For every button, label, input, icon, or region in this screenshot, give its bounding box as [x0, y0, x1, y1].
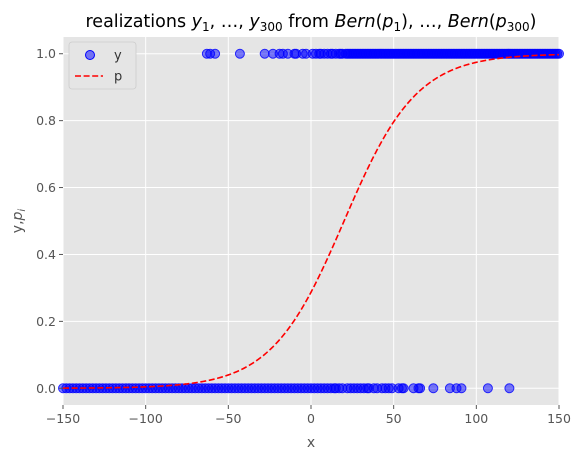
point-y1-3 — [234, 48, 245, 59]
title-p1-open: ( — [376, 12, 383, 32]
x-tick-label-2: −50 — [215, 411, 241, 426]
y-tick-label-3: 0.6 — [36, 180, 56, 195]
title-y-last: y — [248, 12, 260, 32]
title-p2-sub: 300 — [507, 20, 530, 34]
title-mid: from — [283, 12, 335, 32]
title-y-first: y — [191, 12, 203, 32]
x-tick-label-0: −150 — [46, 411, 80, 426]
point-y0-106 — [428, 383, 439, 394]
y-axis-label-part2: p — [10, 211, 26, 221]
legend: y p — [68, 41, 137, 90]
point-y0-110 — [482, 383, 493, 394]
y-axis-label-sub: i — [17, 209, 28, 212]
y-tick-label-2: 0.4 — [36, 247, 56, 262]
x-tick-label-4: 50 — [386, 411, 402, 426]
x-tick-label-5: 100 — [464, 411, 488, 426]
point-y0-109 — [456, 383, 467, 394]
y-tick-label-5: 1.0 — [36, 46, 56, 61]
title-bern1: Bern — [335, 12, 376, 32]
y-ticks: 0.0 0.2 0.4 0.6 0.8 1.0 — [36, 46, 63, 396]
y-tick-label-0: 0.0 — [36, 381, 56, 396]
title-p2: p — [495, 12, 507, 32]
title-p1: p — [381, 12, 393, 32]
title-p1-close: ) — [401, 12, 408, 32]
legend-label-y: y — [114, 49, 122, 64]
x-tick-label-6: 150 — [547, 411, 571, 426]
point-y0-111 — [504, 383, 515, 394]
chart-title: realizations y1, …, y300 from Bern(p1), … — [86, 12, 537, 34]
title-prefix: realizations — [86, 12, 192, 32]
points-y0 — [58, 383, 515, 394]
point-y0-105 — [415, 383, 426, 394]
point-y1-154 — [554, 48, 564, 59]
title-sep1: , …, — [210, 12, 250, 32]
curve-p — [62, 53, 560, 389]
point-y1-2 — [210, 48, 221, 59]
y-axis-label-part1: y, — [10, 220, 26, 233]
title-p2-open: ( — [489, 12, 496, 32]
title-y-last-sub: 300 — [260, 20, 283, 34]
title-p1-sub: 1 — [394, 20, 402, 34]
title-sep2: , …, — [408, 12, 448, 32]
legend-box — [68, 41, 137, 90]
point-y1-4 — [259, 48, 270, 59]
x-ticks: −150 −100 −50 0 50 100 150 — [46, 405, 571, 426]
x-tick-label-1: −100 — [128, 411, 162, 426]
title-y-first-sub: 1 — [202, 20, 210, 34]
x-tick-label-3: 0 — [307, 411, 315, 426]
y-tick-label-4: 0.8 — [36, 113, 56, 128]
y-axis-label: y,pi — [10, 209, 28, 234]
y-tick-label-1: 0.2 — [36, 314, 56, 329]
point-y0-102 — [398, 383, 409, 394]
x-axis-label: x — [307, 435, 315, 451]
title-bern2: Bern — [448, 12, 489, 32]
legend-label-p: p — [114, 70, 122, 85]
title-p2-close: ) — [530, 12, 537, 32]
legend-marker-y — [85, 50, 95, 60]
